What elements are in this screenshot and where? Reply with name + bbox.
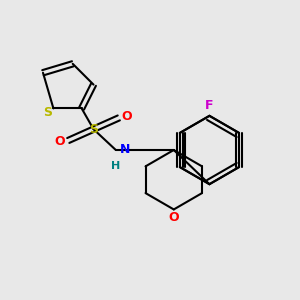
Text: H: H bbox=[111, 161, 120, 171]
Text: O: O bbox=[169, 211, 179, 224]
Text: N: N bbox=[120, 142, 130, 156]
Text: O: O bbox=[122, 110, 132, 123]
Text: S: S bbox=[44, 106, 52, 119]
Text: S: S bbox=[89, 123, 98, 136]
Text: O: O bbox=[55, 136, 65, 148]
Text: F: F bbox=[205, 99, 214, 112]
